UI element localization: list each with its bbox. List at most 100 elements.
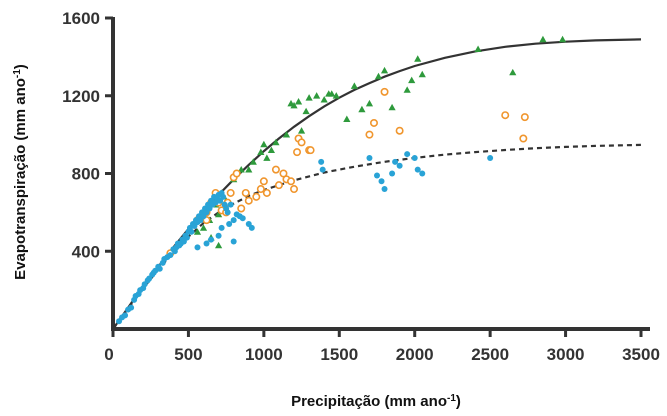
dot-point bbox=[414, 166, 421, 173]
dot-point bbox=[404, 151, 411, 158]
x-tick-label: 500 bbox=[174, 345, 202, 364]
circle-point bbox=[256, 185, 265, 194]
y-tick-label: 1200 bbox=[62, 87, 100, 106]
x-tick-label: 2500 bbox=[471, 345, 509, 364]
dot-point bbox=[230, 217, 237, 224]
dot-point bbox=[208, 236, 215, 243]
dot-point bbox=[167, 252, 174, 259]
triangle-point bbox=[215, 210, 223, 218]
triangle-point bbox=[193, 228, 202, 235]
triangle-point bbox=[249, 158, 257, 165]
triangle-point bbox=[320, 96, 328, 103]
circle-point bbox=[259, 177, 268, 186]
data-points bbox=[116, 35, 567, 325]
triangle-point bbox=[290, 101, 298, 109]
circle-point bbox=[365, 130, 374, 139]
circle-point bbox=[237, 204, 246, 213]
dot-point bbox=[194, 244, 201, 251]
dot-point bbox=[128, 304, 135, 311]
triangle-point bbox=[245, 166, 253, 173]
circle-point bbox=[306, 146, 315, 155]
triangle-point bbox=[558, 35, 567, 43]
triangle-point bbox=[328, 90, 336, 97]
triangle-point bbox=[267, 146, 275, 154]
x-tick-label: 3500 bbox=[622, 345, 660, 364]
y-axis-title-main: Evapotranspiração (mm ano bbox=[12, 78, 29, 280]
circle-point bbox=[226, 188, 235, 197]
dot-point bbox=[396, 162, 403, 169]
ticks: 0 500 1000 1500 2000 2500 3000 3500 400 800 1200 16… bbox=[62, 9, 660, 364]
triangle-point bbox=[365, 99, 374, 107]
triangle-point bbox=[302, 107, 310, 115]
dot-point bbox=[122, 312, 129, 319]
dot-point bbox=[374, 172, 380, 179]
triangle-point bbox=[260, 140, 268, 148]
triangle-point bbox=[263, 154, 271, 161]
circle-point bbox=[519, 134, 528, 143]
triangle-point bbox=[343, 115, 351, 122]
dot-point bbox=[378, 178, 385, 185]
circle-point bbox=[241, 188, 250, 197]
dot-point bbox=[215, 232, 222, 239]
axes bbox=[111, 17, 650, 331]
x-axis-title-end: ) bbox=[456, 393, 461, 410]
y-axis-title: Evapotranspiração (mm ano-1) bbox=[12, 64, 30, 280]
triangle-point bbox=[374, 72, 383, 80]
dot-point bbox=[487, 154, 494, 161]
dot-point bbox=[411, 154, 418, 161]
triangle-point bbox=[257, 148, 265, 155]
x-axis-title-sup: -1 bbox=[447, 393, 456, 404]
triangle-point bbox=[332, 92, 340, 99]
dot-point bbox=[239, 215, 246, 222]
y-tick-label: 800 bbox=[72, 165, 100, 184]
dot-point bbox=[220, 193, 227, 200]
y-axis-title-end: ) bbox=[12, 64, 29, 69]
circle-point bbox=[279, 169, 288, 178]
dot-point bbox=[224, 209, 231, 216]
triangle-point bbox=[313, 92, 321, 99]
dot-point bbox=[392, 158, 399, 165]
dot-point bbox=[366, 154, 373, 161]
x-tick-label: 2000 bbox=[396, 345, 434, 364]
triangle-point bbox=[297, 127, 306, 134]
triangle-point bbox=[305, 94, 313, 101]
triangle-point bbox=[539, 35, 547, 43]
dot-point bbox=[419, 170, 426, 177]
circle-point bbox=[293, 148, 302, 157]
circle-point bbox=[274, 181, 283, 190]
dot-point bbox=[188, 228, 195, 235]
triangle-point bbox=[474, 45, 482, 52]
x-tick-label: 3000 bbox=[547, 345, 585, 364]
fit-curve-solid bbox=[112, 38, 642, 330]
dot-point bbox=[226, 221, 233, 228]
y-axis-title-sup: -1 bbox=[12, 69, 23, 78]
circle-point bbox=[287, 177, 296, 186]
triangle-point bbox=[282, 131, 291, 138]
circle-point bbox=[252, 192, 261, 201]
fit-curves bbox=[112, 38, 642, 330]
triangle-point bbox=[509, 68, 517, 76]
circle-point bbox=[271, 165, 280, 174]
triangle-point bbox=[414, 55, 422, 62]
y-tick-label: 400 bbox=[72, 242, 100, 261]
circle-point bbox=[520, 113, 529, 122]
dot-point bbox=[230, 238, 237, 245]
circle-point bbox=[501, 111, 510, 120]
dot-point bbox=[203, 240, 210, 247]
triangle-point bbox=[294, 97, 303, 105]
circle-point bbox=[380, 87, 389, 96]
dot-point bbox=[319, 166, 326, 173]
triangle-point bbox=[403, 86, 411, 93]
x-axis-title-main: Precipitação (mm ano bbox=[291, 393, 447, 410]
triangle-point bbox=[418, 70, 426, 78]
dot-point bbox=[318, 158, 325, 165]
triangle-point bbox=[388, 103, 396, 111]
circle-point bbox=[232, 169, 241, 178]
y-tick-label: 1600 bbox=[62, 9, 100, 28]
dot-point bbox=[248, 224, 255, 231]
triangle-point bbox=[215, 241, 223, 249]
triangle-point bbox=[408, 76, 416, 84]
triangle-point bbox=[199, 224, 208, 231]
dot-point bbox=[381, 186, 388, 193]
